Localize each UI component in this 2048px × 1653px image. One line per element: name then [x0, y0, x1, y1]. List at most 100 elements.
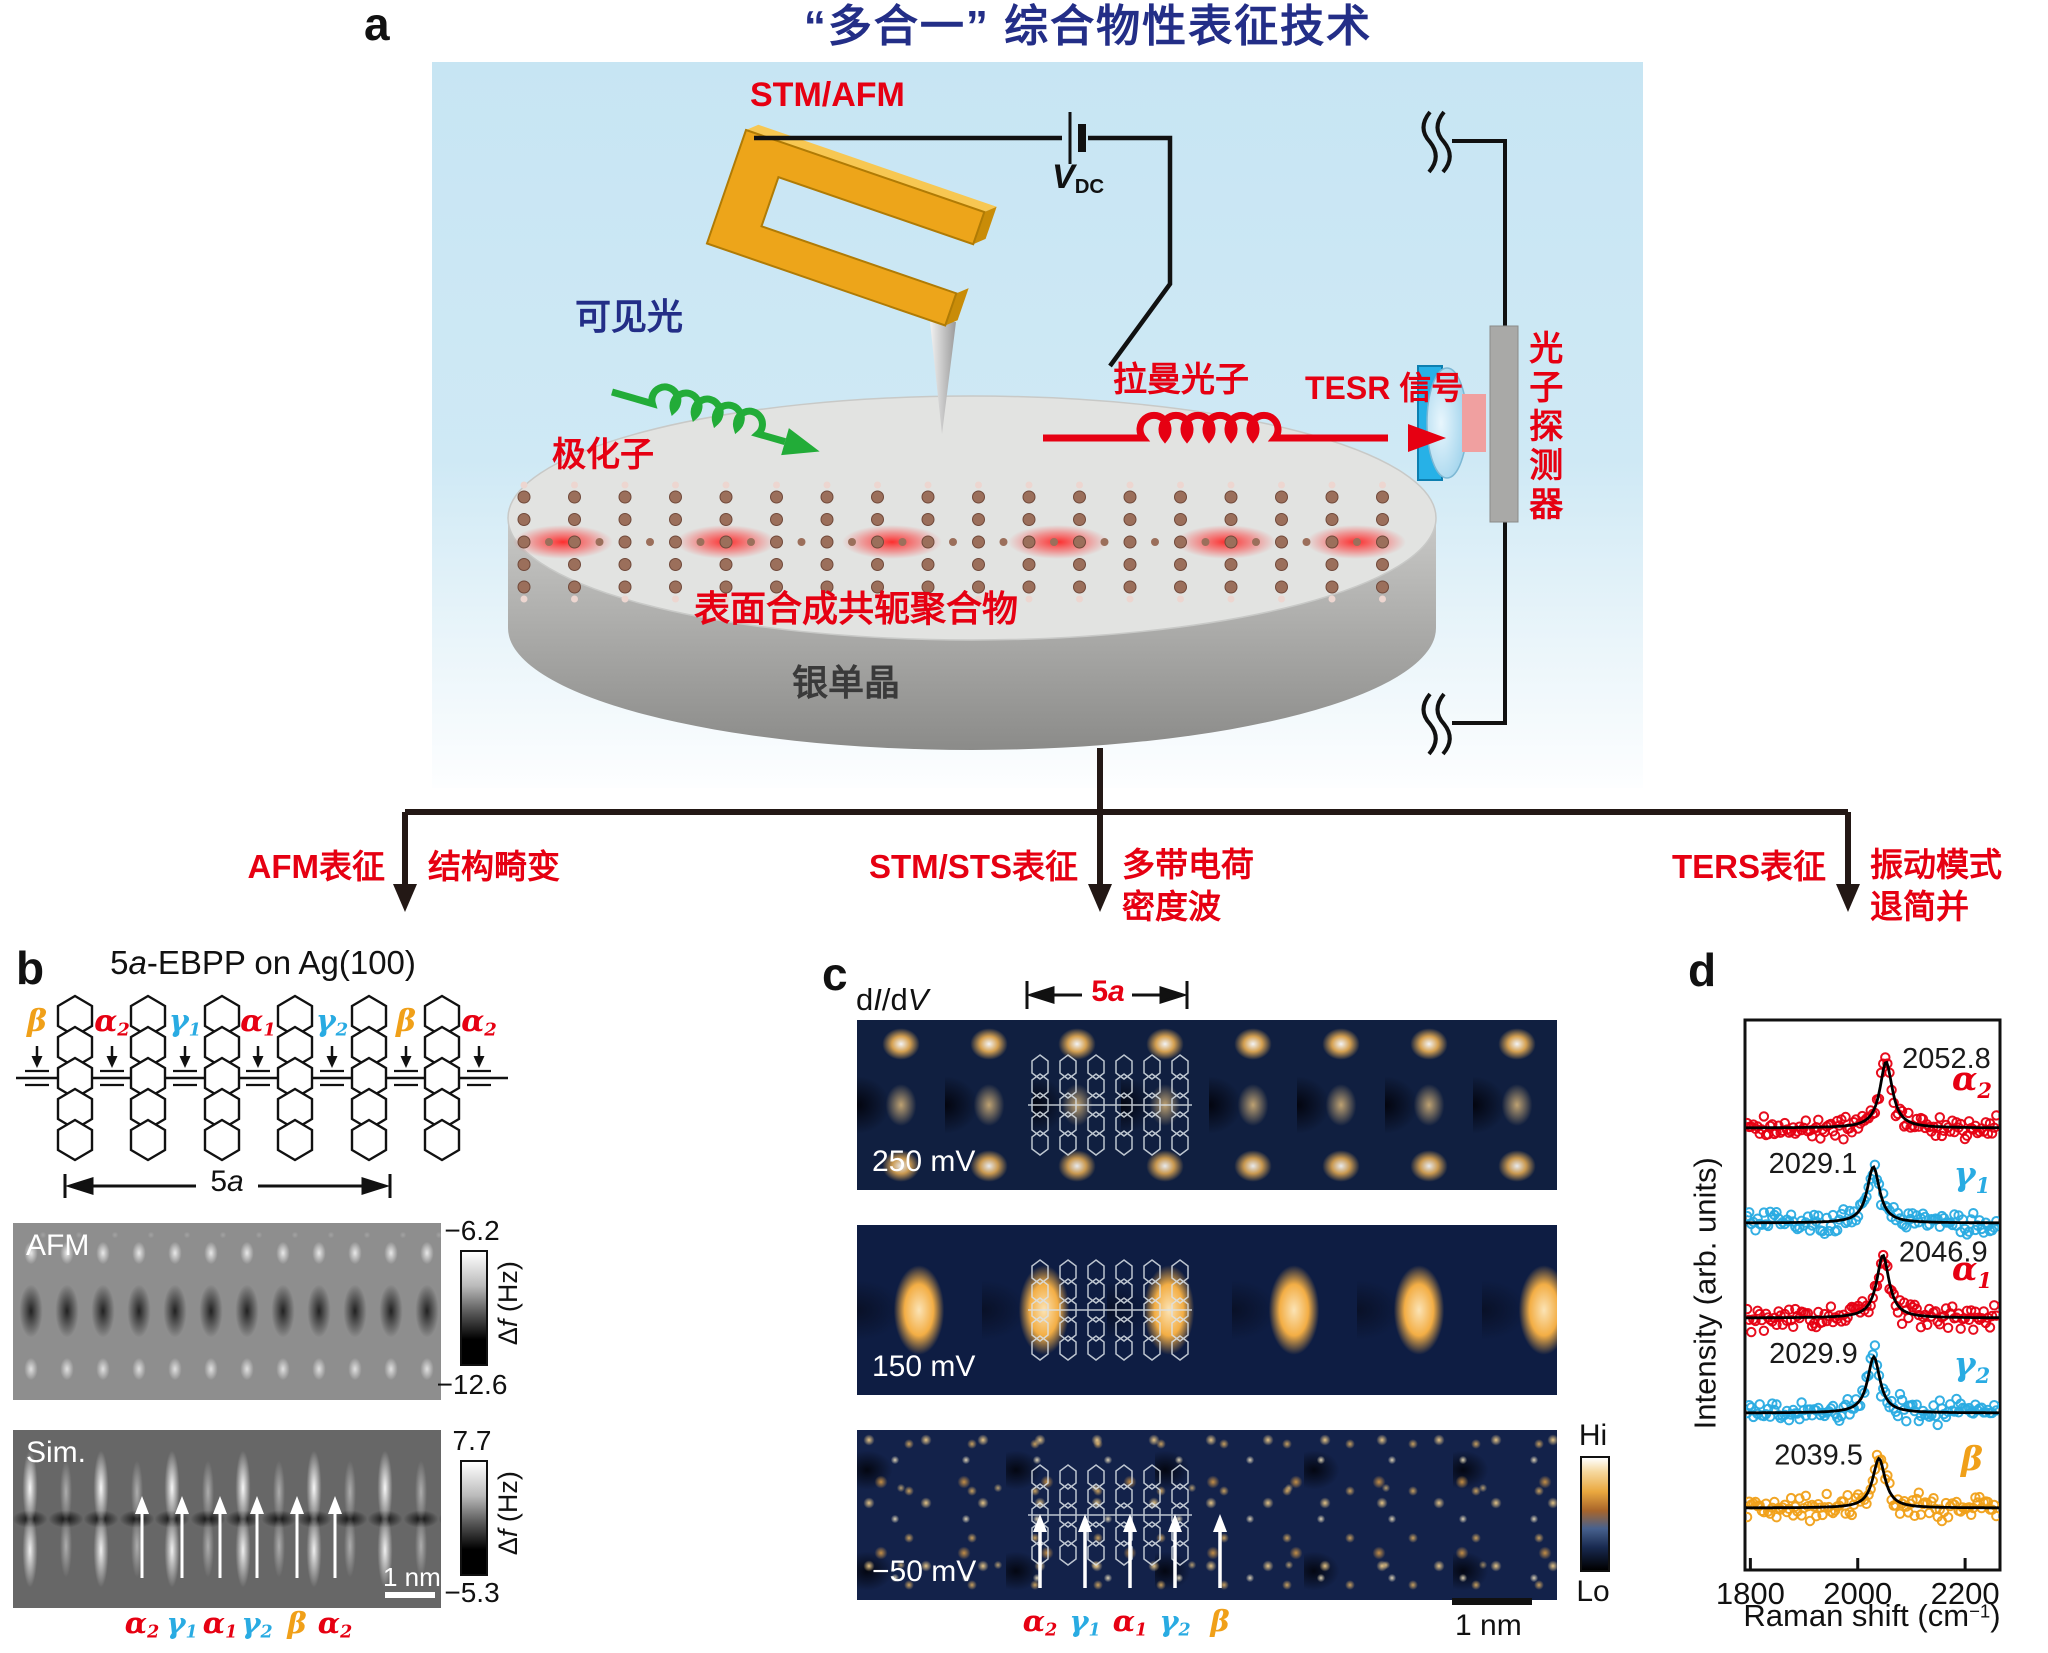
- polaron-glow-5: [1306, 525, 1406, 559]
- bias-label-150mv: 150 mV: [872, 1350, 976, 1383]
- molecule-unit-6: [820, 481, 856, 603]
- molecule-unit-4: [719, 481, 755, 603]
- molecule-unit-10: [1022, 481, 1058, 603]
- b-site-label-5: β: [396, 1004, 416, 1039]
- substrate-label: 银单晶: [791, 662, 900, 703]
- b-bottom-label-1: γ1: [166, 1606, 198, 1643]
- branch-afm-result: 结构畸变: [428, 848, 560, 885]
- bias-v: V: [1052, 158, 1075, 196]
- tesr-signal-label: TESR 信号: [1305, 370, 1464, 406]
- molecule-unit-13: [1174, 481, 1210, 603]
- molecule-unit-9: [972, 481, 1008, 603]
- molecule-unit-1: [568, 481, 604, 603]
- molecule-unit-16: [1325, 481, 1361, 603]
- xtick-2200: 2200: [1930, 1576, 2000, 1611]
- branch-afm-method: AFM表征: [247, 848, 385, 885]
- spectrum-0: [1746, 1052, 1999, 1145]
- visible-light-label: 可见光: [575, 296, 684, 337]
- b-site-label-2: γ1: [168, 1004, 202, 1041]
- molecule-unit-12: [1123, 481, 1159, 603]
- c-bottom-label-1: γ1: [1069, 1604, 1101, 1641]
- b-site-label-1: α2: [94, 1004, 130, 1041]
- stm-tip: [930, 322, 956, 434]
- detector-sensor-element: [1462, 394, 1486, 452]
- afm-experimental-image: [13, 1223, 441, 1400]
- b-site-label-0: β: [27, 1004, 47, 1039]
- afm-scale-unit: Δf (Hz): [492, 1218, 523, 1388]
- bias-sub: DC: [1074, 176, 1105, 199]
- c-5a-num: 5: [1091, 975, 1108, 1008]
- xlabel-post: ): [1990, 1598, 2001, 1633]
- panel-c-5a-label: 5a: [1082, 976, 1134, 1008]
- b-site-label-6: α2: [461, 1004, 497, 1041]
- bias-label-neg50mv: −50 mV: [872, 1555, 977, 1588]
- afm-simulated-image: [13, 1430, 441, 1608]
- molecule-unit-15: [1275, 481, 1311, 603]
- polaron-glow-1: [676, 525, 776, 559]
- afm-colorbar: [460, 1250, 488, 1366]
- b-bottom-label-2: α1: [202, 1606, 238, 1643]
- wire-break-squiggle-top: [1421, 110, 1452, 174]
- panel-d-label: d: [1688, 944, 1717, 996]
- branch-sts-result-2: 密度波: [1122, 888, 1221, 925]
- b-5a-a: a: [227, 1165, 244, 1198]
- xtick-2000: 2000: [1823, 1576, 1893, 1611]
- sim-scale-unit: Δf (Hz): [492, 1428, 523, 1598]
- colorbar-lo-label: Lo: [1576, 1575, 1610, 1608]
- peak-label-3: 2029.9: [1769, 1338, 1858, 1370]
- bias-label-250mv: 250 mV: [872, 1145, 976, 1178]
- wire-break-squiggle-bottom: [1421, 692, 1452, 756]
- spectrum-4: [1746, 1449, 1999, 1527]
- tuning-fork-cantilever: [705, 124, 997, 327]
- series-label-1: γ1: [1954, 1154, 1990, 1198]
- didv-label: dI/dV: [856, 982, 928, 1017]
- c-bottom-label-4: β: [1210, 1604, 1230, 1638]
- didv-map-250mv: [857, 1020, 1557, 1190]
- peak-label-1: 2029.1: [1769, 1148, 1858, 1180]
- sim-image-tag: Sim.: [26, 1436, 86, 1469]
- c-bottom-label-0: α2: [1022, 1604, 1058, 1641]
- polaron-label: 极化子: [552, 436, 654, 474]
- polaron-glow-2: [842, 525, 942, 559]
- panel-b-scalebar-label: 1 nm: [383, 1562, 441, 1592]
- b-site-label-3: α1: [240, 1004, 276, 1041]
- raman-xlabel: Raman shift (cm−1): [1702, 1598, 2042, 1633]
- afm-scale-bottom: −12.6: [436, 1369, 508, 1400]
- b-bottom-label-5: α2: [317, 1606, 353, 1643]
- c-bottom-label-2: α1: [1112, 1604, 1148, 1641]
- panel-b-5a-label: 5a: [197, 1166, 257, 1198]
- molecule-unit-17: [1376, 481, 1389, 603]
- polymer-label: 表面合成共轭聚合物: [693, 588, 1018, 629]
- panel-b-title-rest: -EBPP on Ag(100): [146, 944, 416, 981]
- molecule-unit-11: [1073, 481, 1109, 603]
- photon-detector-plate: [1489, 325, 1519, 523]
- spectrum-3: [1746, 1340, 1999, 1431]
- afm-scale-top: −6.2: [444, 1215, 500, 1246]
- didv-colorbar: [1580, 1456, 1610, 1572]
- bias-circuit-wire: [754, 112, 1173, 368]
- series-label-0: α2: [1952, 1059, 1992, 1103]
- branch-ters-result-1: 振动模式: [1870, 846, 2002, 883]
- xlabel-pre: Raman shift (cm: [1743, 1598, 1970, 1633]
- sim-unit-hz: (Hz): [492, 1471, 523, 1530]
- figure-title: “多合一” 综合物性表征技术: [803, 2, 1373, 51]
- afm-unit-f: f: [492, 1319, 523, 1328]
- photon-detector-label: 光子探测器: [1523, 330, 1562, 525]
- peak-label-0: 2052.8: [1902, 1043, 1991, 1075]
- spectrum-2: [1746, 1249, 1999, 1338]
- sim-unit-f: f: [492, 1529, 523, 1538]
- series-label-3: γ2: [1954, 1344, 1990, 1388]
- branch-sts-method: STM/STS表征: [868, 848, 1078, 885]
- xtick-1800: 1800: [1715, 1576, 1785, 1611]
- branch-ters-result-2: 退简并: [1870, 888, 1969, 925]
- didv-d2: /d: [881, 982, 908, 1017]
- molecule-unit-5: [770, 481, 806, 603]
- panel-a-label: a: [364, 0, 390, 50]
- peak-label-4: 2039.5: [1774, 1440, 1863, 1472]
- spectrum-1: [1746, 1159, 1999, 1240]
- afm-unit-delta: Δ: [492, 1327, 523, 1346]
- afm-unit-hz: (Hz): [492, 1261, 523, 1320]
- panel-b-title-num: 5: [110, 944, 129, 981]
- polaron-glow-3: [1008, 525, 1108, 559]
